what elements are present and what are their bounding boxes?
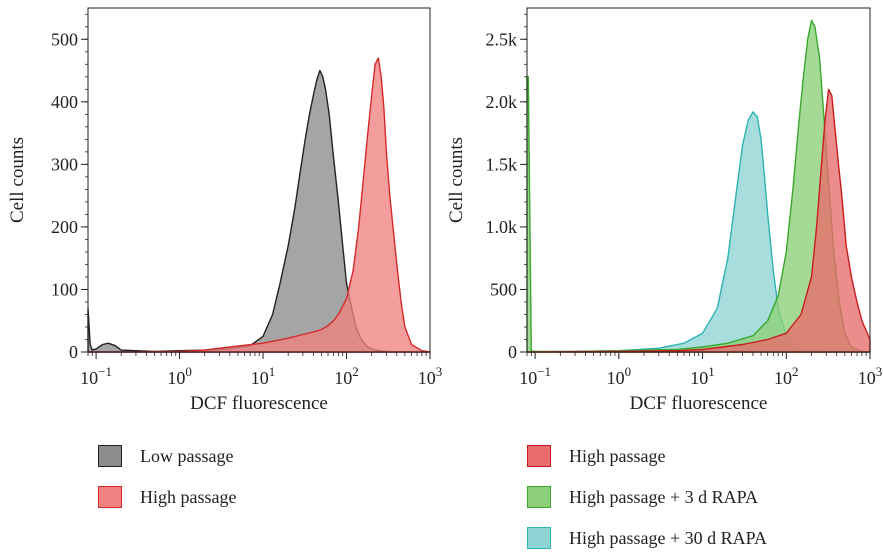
x-tick-label: 102 bbox=[774, 364, 799, 388]
y-axis-label: Cell counts bbox=[446, 137, 467, 223]
legend-swatch bbox=[527, 486, 551, 508]
y-tick-label: 1.5k bbox=[486, 154, 518, 174]
y-tick-label: 400 bbox=[51, 92, 78, 112]
legend-swatch bbox=[98, 486, 122, 508]
legend-label: High passage bbox=[140, 487, 237, 507]
y-tick-label: 2.5k bbox=[486, 29, 518, 49]
x-tick-label: 101 bbox=[690, 364, 715, 388]
series-area-0-1 bbox=[87, 57, 431, 353]
x-axis-label: DCF fluorescence bbox=[190, 393, 328, 414]
y-axis-label: Cell counts bbox=[7, 137, 28, 223]
chart-right: 0 500 1.0k 1.5k 2.0k 2.5k 10−1 100 101 102 103 DCF … bbox=[446, 7, 883, 414]
legend-swatch bbox=[527, 527, 551, 549]
legend-label: High passage + 30 d RAPA bbox=[569, 528, 767, 548]
x-tick-label: 103 bbox=[858, 364, 883, 388]
x-tick-label: 10−1 bbox=[519, 364, 551, 388]
x-tick-label: 103 bbox=[418, 364, 443, 388]
x-tick-label: 100 bbox=[167, 364, 192, 388]
y-tick-label: 500 bbox=[490, 279, 517, 299]
legend-label: Low passage bbox=[140, 446, 234, 466]
y-tick-label: 0 bbox=[69, 342, 78, 362]
legend-label: High passage bbox=[569, 446, 666, 466]
x-tick-label: 102 bbox=[334, 364, 359, 388]
x-axis-label: DCF fluorescence bbox=[630, 393, 768, 414]
y-tick-label: 200 bbox=[51, 217, 78, 237]
x-tick-label: 10−1 bbox=[80, 364, 112, 388]
legend-swatch bbox=[527, 445, 551, 467]
legend-swatch bbox=[98, 445, 122, 467]
y-tick-label: 2.0k bbox=[486, 92, 518, 112]
x-tick-label: 101 bbox=[251, 364, 276, 388]
y-tick-label: 300 bbox=[51, 154, 78, 174]
chart-left: 0 100 200 300 400 500 10−1 100 101 102 103 DCF fluo… bbox=[7, 7, 443, 414]
y-tick-label: 500 bbox=[51, 29, 78, 49]
y-tick-label: 1.0k bbox=[486, 217, 518, 237]
series-area-1-2 bbox=[526, 88, 871, 353]
legend-label: High passage + 3 d RAPA bbox=[569, 487, 758, 507]
y-tick-label: 0 bbox=[508, 342, 517, 362]
y-tick-label: 100 bbox=[51, 279, 78, 299]
x-tick-label: 100 bbox=[607, 364, 632, 388]
figure-canvas: 0 100 200 300 400 500 10−1 100 101 102 103 DCF fluo… bbox=[7, 7, 883, 414]
